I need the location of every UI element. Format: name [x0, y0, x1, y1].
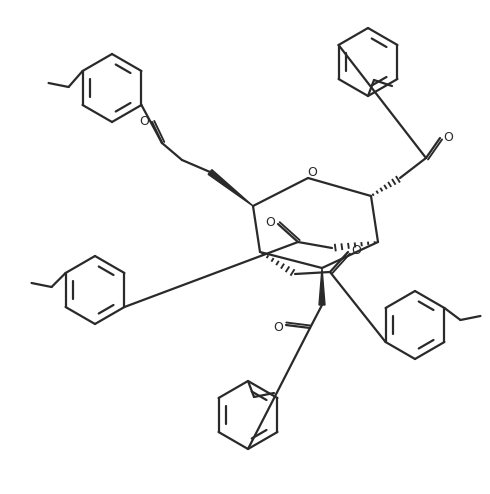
Text: O: O [351, 244, 361, 256]
Polygon shape [319, 268, 325, 305]
Text: O: O [273, 321, 283, 333]
Text: O: O [139, 115, 149, 127]
Polygon shape [208, 169, 253, 206]
Text: O: O [265, 215, 275, 229]
Text: O: O [443, 130, 453, 143]
Text: O: O [307, 165, 317, 178]
